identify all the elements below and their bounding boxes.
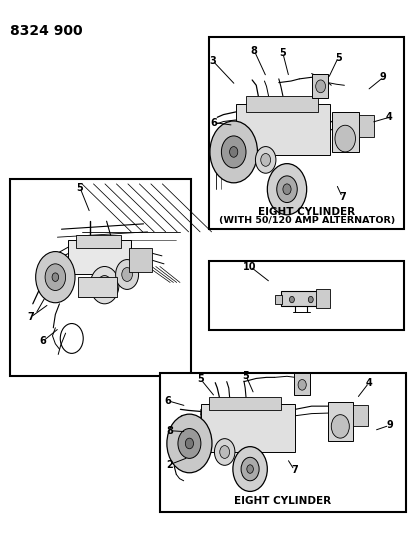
Bar bbox=[245, 96, 317, 112]
Bar bbox=[311, 74, 327, 98]
Bar bbox=[294, 373, 309, 395]
Text: 5: 5 bbox=[76, 183, 83, 192]
Circle shape bbox=[121, 268, 132, 281]
Text: EIGHT CYLINDER: EIGHT CYLINDER bbox=[234, 496, 330, 506]
Bar bbox=[209, 261, 403, 330]
Text: 5: 5 bbox=[279, 49, 285, 58]
Text: 6: 6 bbox=[210, 118, 217, 127]
Circle shape bbox=[315, 80, 325, 93]
Bar bbox=[76, 235, 121, 248]
Circle shape bbox=[219, 446, 229, 458]
Text: 7: 7 bbox=[27, 312, 34, 322]
Circle shape bbox=[282, 184, 290, 195]
Circle shape bbox=[260, 154, 270, 166]
Bar bbox=[209, 397, 280, 410]
Text: (WITH 50/120 AMP ALTERNATOR): (WITH 50/120 AMP ALTERNATOR) bbox=[218, 216, 394, 225]
Text: 5: 5 bbox=[197, 375, 204, 384]
Bar bbox=[209, 37, 403, 229]
Text: 5: 5 bbox=[242, 371, 249, 381]
Text: 6: 6 bbox=[164, 396, 171, 406]
Text: 8: 8 bbox=[250, 46, 257, 55]
Circle shape bbox=[221, 136, 245, 168]
Bar bbox=[129, 248, 151, 272]
Circle shape bbox=[166, 414, 211, 473]
Bar bbox=[200, 404, 294, 452]
Circle shape bbox=[214, 439, 234, 465]
Circle shape bbox=[330, 415, 348, 438]
Circle shape bbox=[185, 438, 193, 449]
Circle shape bbox=[36, 252, 75, 303]
Circle shape bbox=[255, 147, 275, 173]
Text: 4: 4 bbox=[365, 378, 371, 387]
Circle shape bbox=[308, 296, 312, 303]
Bar bbox=[160, 373, 405, 512]
Circle shape bbox=[232, 447, 267, 491]
Circle shape bbox=[90, 266, 119, 304]
Text: 10: 10 bbox=[243, 262, 256, 271]
Text: 9: 9 bbox=[385, 421, 392, 430]
Text: 5: 5 bbox=[334, 53, 341, 62]
Bar bbox=[358, 115, 373, 137]
Circle shape bbox=[334, 125, 355, 152]
Bar bbox=[327, 402, 352, 441]
Circle shape bbox=[276, 176, 297, 203]
Bar bbox=[331, 112, 358, 152]
Circle shape bbox=[229, 147, 237, 157]
Bar bbox=[352, 405, 367, 426]
Circle shape bbox=[115, 260, 138, 289]
Text: 8324 900: 8324 900 bbox=[10, 24, 83, 38]
Text: 7: 7 bbox=[338, 192, 345, 202]
Bar bbox=[280, 291, 325, 306]
Text: 8: 8 bbox=[166, 426, 172, 435]
Text: 3: 3 bbox=[209, 56, 216, 66]
Bar bbox=[315, 289, 329, 308]
Bar bbox=[67, 240, 131, 274]
Text: 2: 2 bbox=[166, 460, 172, 470]
Text: 9: 9 bbox=[379, 72, 386, 82]
Circle shape bbox=[289, 296, 294, 303]
Circle shape bbox=[240, 457, 258, 481]
Text: 7: 7 bbox=[290, 465, 297, 475]
Bar bbox=[274, 295, 281, 304]
Text: 4: 4 bbox=[385, 112, 392, 122]
Circle shape bbox=[97, 276, 112, 295]
Bar bbox=[235, 104, 329, 155]
Circle shape bbox=[267, 164, 306, 215]
Circle shape bbox=[45, 264, 65, 290]
Circle shape bbox=[246, 465, 253, 473]
Text: 6: 6 bbox=[40, 336, 46, 346]
Bar bbox=[10, 179, 190, 376]
Circle shape bbox=[209, 121, 257, 183]
Text: EIGHT CYLINDER: EIGHT CYLINDER bbox=[258, 207, 354, 217]
Circle shape bbox=[297, 379, 306, 390]
Circle shape bbox=[178, 429, 200, 458]
Circle shape bbox=[52, 273, 58, 281]
Bar bbox=[78, 277, 117, 297]
